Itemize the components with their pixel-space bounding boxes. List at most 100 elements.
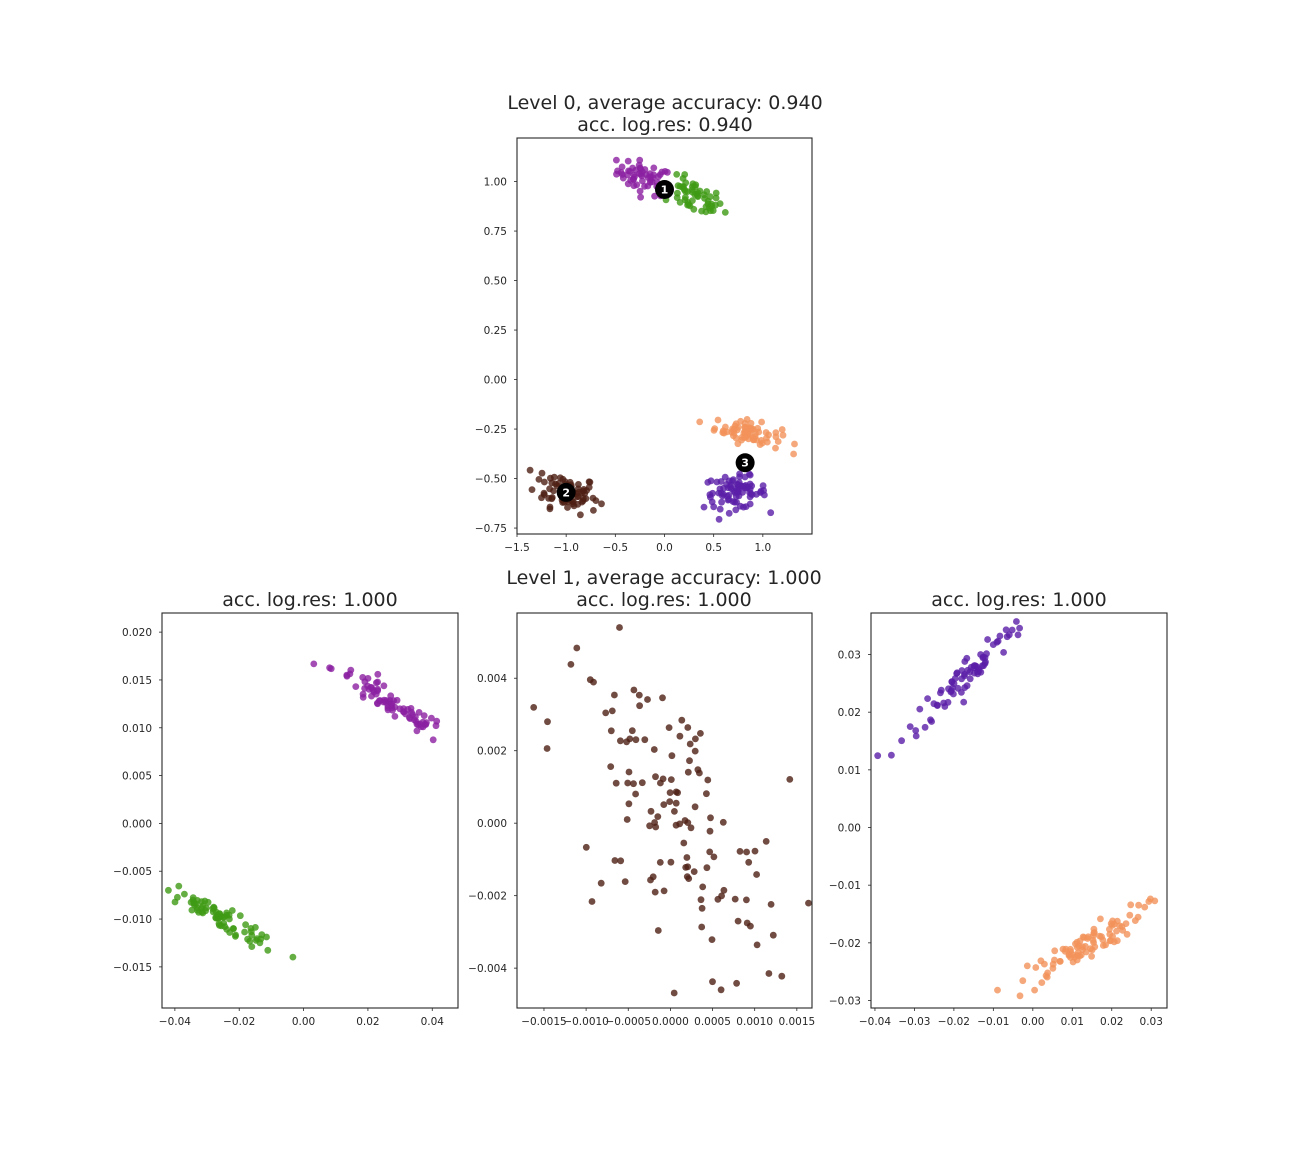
data-point <box>767 509 775 517</box>
data-point <box>725 509 733 517</box>
data-point <box>413 727 421 735</box>
data-point <box>659 694 666 702</box>
data-point <box>636 156 644 164</box>
data-point <box>746 471 754 479</box>
data-point <box>665 724 673 731</box>
data-point <box>1113 927 1120 935</box>
x-tick-label: 0.03 <box>1140 1016 1163 1028</box>
data-point <box>586 676 594 684</box>
data-point <box>934 702 941 709</box>
data-point <box>625 800 633 808</box>
data-point <box>575 488 583 496</box>
centroid-label: 2 <box>562 486 570 499</box>
data-point <box>758 418 765 426</box>
y-tick-label: 0.000 <box>477 818 507 830</box>
data-point <box>719 818 727 826</box>
data-point <box>691 803 699 811</box>
data-point <box>376 697 384 704</box>
y-tick-label: 0.000 <box>122 818 152 830</box>
data-point <box>805 899 812 907</box>
x-tick-label: −0.01 <box>977 1016 1009 1028</box>
data-point <box>1131 917 1139 924</box>
data-point <box>743 848 750 856</box>
data-point <box>656 859 664 866</box>
data-point <box>597 879 605 887</box>
data-point <box>248 931 256 939</box>
data-point <box>707 814 714 822</box>
data-point <box>747 922 754 930</box>
data-point <box>758 439 766 447</box>
data-point <box>966 675 974 683</box>
data-point <box>681 817 689 824</box>
data-point <box>1056 958 1064 965</box>
data-point <box>762 429 770 436</box>
data-point <box>611 691 618 699</box>
data-point <box>714 416 722 424</box>
point-group <box>165 660 441 961</box>
chart-title-panel-right: acc. log.res: 1.000 <box>931 589 1107 611</box>
data-point <box>1141 903 1149 911</box>
y-tick-label: 1.00 <box>484 177 507 189</box>
data-point <box>667 776 675 783</box>
data-point <box>1110 938 1118 946</box>
data-point <box>691 183 699 191</box>
data-point <box>607 727 615 735</box>
data-point <box>979 653 987 661</box>
data-point <box>898 737 905 745</box>
data-point <box>212 914 220 921</box>
data-point <box>544 718 551 726</box>
data-point <box>252 924 259 931</box>
data-point <box>950 690 957 698</box>
data-point <box>630 780 637 788</box>
data-point <box>960 698 968 706</box>
data-point <box>613 156 620 164</box>
data-point <box>725 496 733 503</box>
data-point <box>646 822 653 830</box>
data-point <box>721 209 729 216</box>
data-point <box>652 823 660 831</box>
y-tick-label: −0.010 <box>113 914 152 926</box>
data-point <box>1084 935 1091 942</box>
x-tick-label: −0.04 <box>859 1016 891 1028</box>
data-point <box>181 890 188 898</box>
data-point <box>1106 930 1114 938</box>
data-point <box>678 716 686 724</box>
data-point <box>188 906 196 914</box>
data-point <box>629 164 636 172</box>
data-point <box>215 920 223 928</box>
data-point <box>706 827 714 835</box>
data-point <box>682 187 689 195</box>
data-point <box>229 925 237 932</box>
data-point <box>704 479 712 486</box>
data-point <box>699 883 707 891</box>
data-point <box>621 878 629 885</box>
data-point <box>791 440 798 448</box>
data-point <box>746 500 754 508</box>
data-point <box>1135 901 1142 909</box>
centroid-label: 3 <box>741 457 749 470</box>
data-point <box>412 718 420 725</box>
data-point <box>732 506 740 514</box>
data-point <box>717 986 725 994</box>
data-point <box>769 931 777 939</box>
data-point <box>165 886 172 894</box>
data-point <box>364 682 371 690</box>
data-point <box>703 864 711 872</box>
data-point <box>364 675 372 682</box>
data-point <box>624 157 632 165</box>
data-point <box>415 709 423 716</box>
data-point <box>650 164 658 172</box>
x-tick-label: −0.03 <box>898 1016 930 1028</box>
data-point <box>636 170 643 177</box>
chart-title-panel-left: acc. log.res: 1.000 <box>222 589 398 611</box>
data-point <box>420 712 428 719</box>
x-tick-label: 0.01 <box>1061 1016 1084 1028</box>
data-point <box>687 824 695 832</box>
data-point <box>374 685 382 693</box>
data-point <box>618 163 626 171</box>
data-point <box>712 194 720 202</box>
data-point <box>707 493 714 501</box>
data-point <box>1113 917 1121 925</box>
data-point <box>720 886 728 894</box>
x-tick-label: 0.5 <box>705 542 722 554</box>
